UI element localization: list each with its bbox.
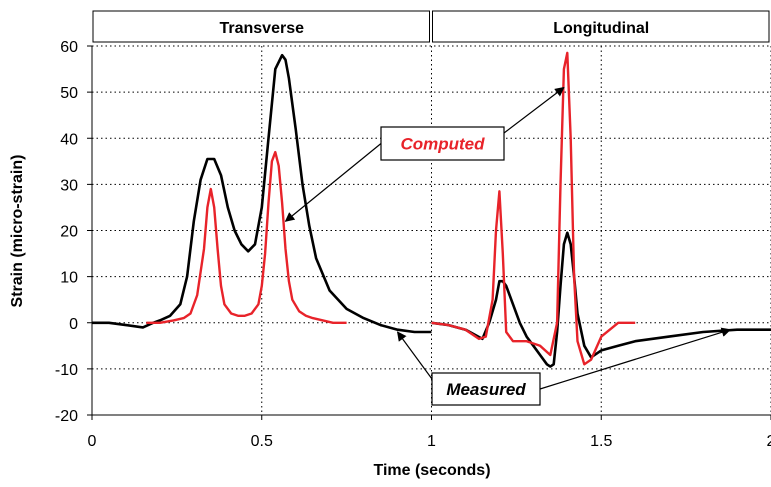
- panel-label: Transverse: [219, 20, 304, 37]
- callout-label: Measured: [446, 380, 526, 399]
- y-tick-label: 30: [60, 177, 78, 194]
- callout-computed: Computed: [284, 86, 565, 222]
- callout-arrow: [503, 86, 565, 134]
- series-layer: [92, 51, 771, 368]
- x-tick-label: 1: [427, 433, 436, 450]
- axes: -20 -10 0 10 20 30 40 50 60 0 0.5 1 1.5 2: [55, 39, 771, 450]
- annotations: Computed Measured: [284, 86, 732, 406]
- callout-measured: Measured: [396, 327, 732, 406]
- y-tick-label: 40: [60, 131, 78, 148]
- panel-headers: Transverse Longitudinal: [92, 10, 770, 43]
- x-tick-label: 1.5: [590, 433, 612, 450]
- callout-box: [431, 372, 541, 406]
- y-tick-label: 60: [60, 39, 78, 56]
- panel-header-box: [92, 10, 430, 43]
- y-tick-label: 20: [60, 224, 78, 241]
- y-tick-label: -20: [55, 408, 78, 425]
- y-tick-label: 10: [60, 270, 78, 287]
- callout-arrow: [539, 327, 732, 390]
- x-tick-label: 0: [88, 433, 97, 450]
- y-tick-label: 50: [60, 85, 78, 102]
- panel-header: Longitudinal: [432, 10, 770, 43]
- x-tick-label: 2: [767, 433, 771, 450]
- y-axis-title: Strain (micro-strain): [9, 155, 26, 308]
- x-tick-label: 0.5: [251, 433, 273, 450]
- callout-arrow: [284, 143, 382, 222]
- series-computed-line: [431, 51, 636, 366]
- panel-header: Transverse: [92, 10, 430, 43]
- x-axis-title: Time (seconds): [373, 462, 490, 479]
- series-computed-line: [146, 150, 347, 324]
- callout-label: Computed: [400, 135, 485, 154]
- callout-arrow: [396, 331, 433, 380]
- callout-box: [380, 126, 505, 161]
- y-tick-label: -10: [55, 362, 78, 379]
- series-measured-line: [431, 231, 771, 368]
- y-tick-label: 0: [69, 316, 78, 333]
- panel-header-box: [432, 10, 770, 43]
- series-measured-line: [92, 53, 432, 334]
- panel-label: Longitudinal: [553, 20, 649, 37]
